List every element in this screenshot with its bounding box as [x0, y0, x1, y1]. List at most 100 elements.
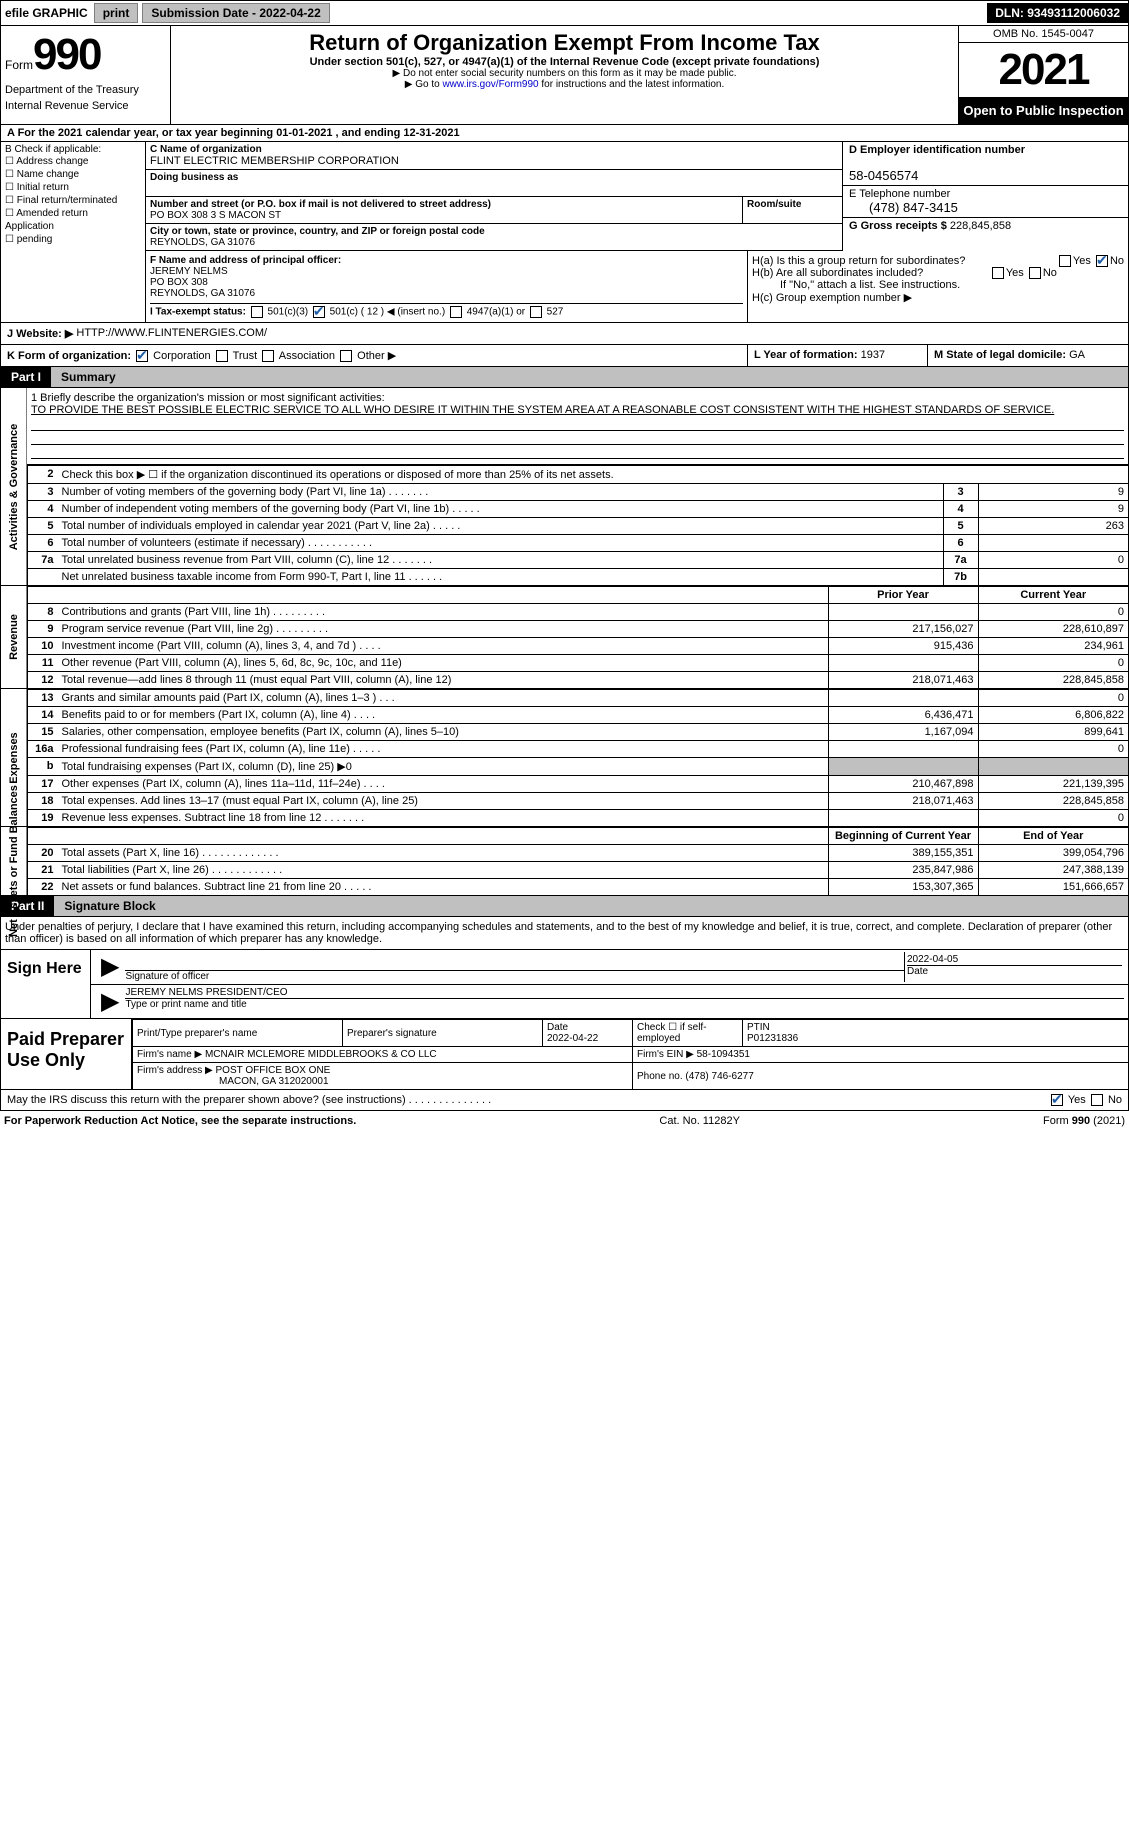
mayirs-yes[interactable]: [1051, 1094, 1063, 1106]
part2-header: Part II Signature Block: [0, 896, 1129, 917]
part1-title: Summary: [51, 367, 1128, 387]
phone-value: (478) 746-6277: [685, 1071, 753, 1082]
form-subtitle: Under section 501(c), 527, or 4947(a)(1)…: [175, 56, 954, 68]
subdate-button[interactable]: Submission Date - 2022-04-22: [142, 3, 329, 23]
f-label: F Name and address of principal officer:: [150, 255, 341, 266]
phone-label: Phone no.: [637, 1071, 683, 1082]
part1-header: Part I Summary: [0, 367, 1129, 388]
section-expenses: Expenses 13Grants and similar amounts pa…: [0, 688, 1129, 826]
section-activities: Activities & Governance 1 Briefly descri…: [0, 388, 1129, 585]
dln-label: DLN: 93493112006032: [987, 3, 1128, 23]
hb-no[interactable]: [1029, 267, 1041, 279]
irs-label: Internal Revenue Service: [5, 100, 166, 112]
topbar: efile GRAPHIC print Submission Date - 20…: [0, 0, 1129, 26]
chk-assoc[interactable]: [262, 350, 274, 362]
firm-addr2: MACON, GA 312020001: [137, 1076, 329, 1087]
col-c-org: C Name of organizationFLINT ELECTRIC MEM…: [146, 142, 843, 251]
sign-here-block: Sign Here ▶Signature of officer2022-04-0…: [0, 950, 1129, 1019]
mayirs-no[interactable]: [1091, 1094, 1103, 1106]
form-id-box: Form990 Department of the Treasury Inter…: [1, 26, 171, 124]
col-f-officer: F Name and address of principal officer:…: [146, 251, 748, 322]
chk-trust[interactable]: [216, 350, 228, 362]
gross-label: G Gross receipts $: [849, 220, 947, 232]
ha-no[interactable]: [1096, 255, 1108, 267]
tax-year: 2021: [959, 43, 1128, 97]
table-expenses: 13Grants and similar amounts paid (Part …: [27, 689, 1128, 826]
chk-501c[interactable]: [313, 306, 325, 318]
sig-arrow-icon: ▶: [95, 987, 125, 1016]
ha-yes[interactable]: [1059, 255, 1071, 267]
officer-name: JEREMY NELMS: [150, 266, 228, 277]
form-title: Return of Organization Exempt From Incom…: [175, 30, 954, 56]
firm-addr-label: Firm's address ▶: [137, 1065, 213, 1076]
chk-app[interactable]: Application: [5, 220, 141, 233]
section-revenue: Revenue Prior YearCurrent Year8Contribut…: [0, 585, 1129, 688]
prep-print-label: Print/Type preparer's name: [133, 1020, 343, 1047]
prep-date-label: Date: [547, 1022, 568, 1033]
paid-preparer-block: Paid Preparer Use Only Print/Type prepar…: [0, 1019, 1129, 1090]
section-netassets: Net Assets or Fund Balances Beginning of…: [0, 826, 1129, 896]
chk-final[interactable]: ☐ Final return/terminated: [5, 194, 141, 207]
hc-label: H(c) Group exemption number ▶: [752, 291, 1124, 304]
print-button[interactable]: print: [94, 3, 139, 23]
info-block: B Check if applicable: ☐ Address change …: [0, 142, 1129, 251]
sig-arrow-icon: ▶: [95, 952, 125, 982]
table-netassets: Beginning of Current YearEnd of Year20To…: [27, 827, 1128, 895]
org-city: REYNOLDS, GA 31076: [150, 237, 255, 248]
chk-other[interactable]: [340, 350, 352, 362]
instr-1: ▶ Do not enter social security numbers o…: [175, 68, 954, 79]
sig-date-value: 2022-04-05: [907, 954, 1122, 965]
chk-addr-change[interactable]: ☐ Address change: [5, 155, 141, 168]
sig-intro-text: Under penalties of perjury, I declare th…: [0, 917, 1129, 950]
col-d-ids: D Employer identification number 58-04565…: [843, 142, 1128, 251]
ptin-value: P01231836: [747, 1033, 798, 1044]
chk-amended[interactable]: ☐ Amended return: [5, 207, 141, 220]
hb-note: If "No," attach a list. See instructions…: [752, 279, 1124, 291]
header-title-block: Return of Organization Exempt From Incom…: [171, 26, 958, 124]
row-klm: K Form of organization: Corporation Trus…: [0, 345, 1129, 367]
pra-notice: For Paperwork Reduction Act Notice, see …: [4, 1115, 356, 1127]
row-j-website: J Website: ▶ HTTP://WWW.FLINTENERGIES.CO…: [0, 323, 1129, 345]
vlabel-expenses: Expenses: [8, 732, 20, 783]
vlabel-revenue: Revenue: [8, 614, 20, 660]
col-b-header: B Check if applicable:: [5, 144, 141, 155]
footer-form: Form 990 (2021): [1043, 1115, 1125, 1127]
hb-yes[interactable]: [992, 267, 1004, 279]
form-header: Form990 Department of the Treasury Inter…: [0, 26, 1129, 125]
officer-city: REYNOLDS, GA 31076: [150, 288, 255, 299]
row-i-taxexempt: I Tax-exempt status: 501(c)(3) 501(c) ( …: [150, 303, 743, 318]
efile-label: efile GRAPHIC: [1, 6, 92, 20]
chk-corp[interactable]: [136, 350, 148, 362]
sig-name-label: Type or print name and title: [125, 998, 1124, 1010]
org-addr: PO BOX 308 3 S MACON ST: [150, 210, 281, 221]
may-irs-row: May the IRS discuss this return with the…: [0, 1090, 1129, 1111]
omb-number: OMB No. 1545-0047: [959, 26, 1128, 43]
mission-text: TO PROVIDE THE BEST POSSIBLE ELECTRIC SE…: [31, 404, 1054, 416]
prep-sig-label: Preparer's signature: [343, 1020, 543, 1047]
instr-link[interactable]: www.irs.gov/Form990: [442, 79, 538, 90]
vlabel-netassets: Net Assets or Fund Balances: [8, 785, 20, 937]
col-b-checkboxes: B Check if applicable: ☐ Address change …: [1, 142, 146, 251]
ein-value: 58-0456574: [849, 168, 918, 183]
tel-value: (478) 847-3415: [849, 200, 958, 215]
dept-label: Department of the Treasury: [5, 84, 166, 96]
instr-2: ▶ Go to www.irs.gov/Form990 for instruct…: [175, 79, 954, 90]
chk-name-change[interactable]: ☐ Name change: [5, 168, 141, 181]
chk-527[interactable]: [530, 306, 542, 318]
ha-label: H(a) Is this a group return for subordin…: [752, 255, 965, 267]
chk-4947[interactable]: [450, 306, 462, 318]
sig-date-label: Date: [907, 965, 1122, 977]
website-value: HTTP://WWW.FLINTENERGIES.COM/: [76, 327, 267, 340]
hb-label: H(b) Are all subordinates included?: [752, 267, 923, 279]
dba-label: Doing business as: [150, 172, 238, 183]
city-label: City or town, state or province, country…: [150, 226, 485, 237]
vlabel-activities: Activities & Governance: [8, 423, 20, 550]
chk-initial[interactable]: ☐ Initial return: [5, 181, 141, 194]
tel-label: E Telephone number: [849, 188, 950, 200]
header-right-box: OMB No. 1545-0047 2021 Open to Public In…: [958, 26, 1128, 124]
table-revenue: Prior YearCurrent Year8Contributions and…: [27, 586, 1128, 688]
ein-label: D Employer identification number: [849, 144, 1025, 156]
chk-501c3[interactable]: [251, 306, 263, 318]
info2-block: F Name and address of principal officer:…: [0, 251, 1129, 323]
chk-pend[interactable]: ☐ pending: [5, 233, 141, 246]
